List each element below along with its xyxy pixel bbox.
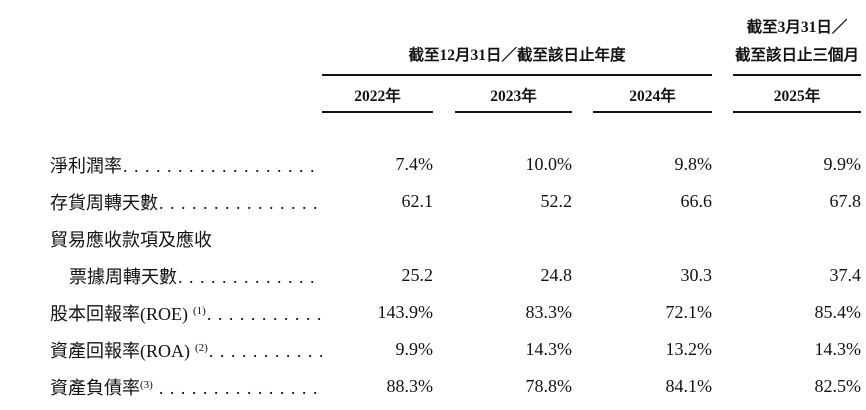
dot-leader-dots: ........................................… <box>208 340 322 361</box>
dot-leader: ........................................… <box>159 378 322 399</box>
row-label: 股本回報率(ROE) <box>50 303 188 324</box>
column-header-2022: 2022年 <box>322 76 433 113</box>
table-row-inventory-turnover-days: 存貨周轉天數 .................................… <box>50 183 861 220</box>
value-2022: 143.9% <box>377 302 434 322</box>
table-row-return-on-assets: 資產回報率(ROA) (2) .........................… <box>50 331 861 368</box>
value-2023: 52.2 <box>540 191 573 211</box>
annual-period-group-header: 截至12月31日／截至該日止年度 <box>322 42 712 76</box>
value-2024: 9.8% <box>674 154 713 174</box>
table-row-bills-turnover-days: 票據周轉天數 .................................… <box>50 257 861 294</box>
quarter-period-group-header: 截至3月31日／ 截至該日止三個月 <box>733 14 861 76</box>
footnote-superscript-2: (2) <box>195 341 208 354</box>
row-label: 貿易應收款項及應收 <box>50 229 212 250</box>
row-label-cell: 資產負債率 (3) ..............................… <box>50 374 322 400</box>
value-2025: 14.3% <box>814 339 862 359</box>
footnote-superscript-3: (3) <box>140 378 153 391</box>
dot-leader-dots: ........................................… <box>178 266 322 287</box>
dot-leader: ........................................… <box>123 156 322 177</box>
row-label: 票據周轉天數 <box>69 266 177 287</box>
dot-leader: ........................................… <box>178 267 322 288</box>
row-label: 資產負債率 <box>50 377 140 398</box>
quarter-period-line2: 截至該日止三個月 <box>734 47 859 64</box>
value-2025: 37.4 <box>829 265 862 285</box>
row-label: 存貨周轉天數 <box>50 192 158 213</box>
row-label: 資產回報率(ROA) <box>50 340 190 361</box>
value-2023: 83.3% <box>525 302 573 322</box>
row-label-cell: 資產回報率(ROA) (2) .........................… <box>50 337 322 363</box>
value-2025: 82.5% <box>814 376 862 396</box>
value-2024: 13.2% <box>665 339 713 359</box>
value-2023: 24.8 <box>540 265 573 285</box>
value-2024: 30.3 <box>680 265 713 285</box>
dot-leader: ........................................… <box>209 341 322 362</box>
dot-leader-dots: ........................................… <box>206 303 322 324</box>
value-2024: 84.1% <box>665 376 713 396</box>
row-label-cell: 淨利潤率 ...................................… <box>50 152 322 178</box>
footnote-superscript-1: (1) <box>193 304 206 317</box>
value-2025: 9.9% <box>823 154 862 174</box>
row-label-cell: 貿易應收款項及應收 ..............................… <box>50 226 322 252</box>
table-row-gearing-ratio: 資產負債率 (3) ..............................… <box>50 368 861 405</box>
value-2022: 88.3% <box>386 376 434 396</box>
dot-leader-dots: ........................................… <box>123 155 322 176</box>
dot-leader: ........................................… <box>159 193 322 214</box>
dot-leader-dots: ........................................… <box>158 377 322 398</box>
column-header-2024: 2024年 <box>593 76 712 113</box>
table-row-trade-receivables-wrap-line: 貿易應收款項及應收 ..............................… <box>50 220 861 257</box>
dot-leader: ........................................… <box>207 304 322 325</box>
value-2025: 85.4% <box>814 302 862 322</box>
row-label-cell: 股本回報率(ROE) (1) .........................… <box>50 300 322 326</box>
quarter-period-line1: 截至3月31日／ <box>746 19 848 36</box>
value-2024: 66.6 <box>680 191 713 211</box>
value-2022: 7.4% <box>395 154 434 174</box>
value-2024: 72.1% <box>665 302 713 322</box>
row-label: 淨利潤率 <box>50 155 122 176</box>
table-row-return-on-equity: 股本回報率(ROE) (1) .........................… <box>50 294 861 331</box>
row-label-cell: 存貨周轉天數 .................................… <box>50 189 322 215</box>
row-label-cell: 票據周轉天數 .................................… <box>50 263 322 289</box>
column-header-2023: 2023年 <box>455 76 572 113</box>
table-row-net-profit-margin: 淨利潤率 ...................................… <box>50 146 861 183</box>
value-2022: 25.2 <box>401 265 434 285</box>
table-year-header-row: 2022年 2023年 2024年 2025年 <box>50 76 861 113</box>
value-2023: 10.0% <box>525 154 573 174</box>
value-2022: 62.1 <box>401 191 434 211</box>
value-2022: 9.9% <box>395 339 434 359</box>
table-body: 淨利潤率 ...................................… <box>50 146 861 405</box>
column-header-2025: 2025年 <box>733 76 861 113</box>
table-group-header-row: 截至12月31日／截至該日止年度 截至3月31日／ 截至該日止三個月 <box>50 14 861 76</box>
value-2023: 14.3% <box>525 339 573 359</box>
dot-leader-dots: ........................................… <box>159 192 322 213</box>
value-2023: 78.8% <box>525 376 573 396</box>
value-2025: 67.8 <box>829 191 862 211</box>
